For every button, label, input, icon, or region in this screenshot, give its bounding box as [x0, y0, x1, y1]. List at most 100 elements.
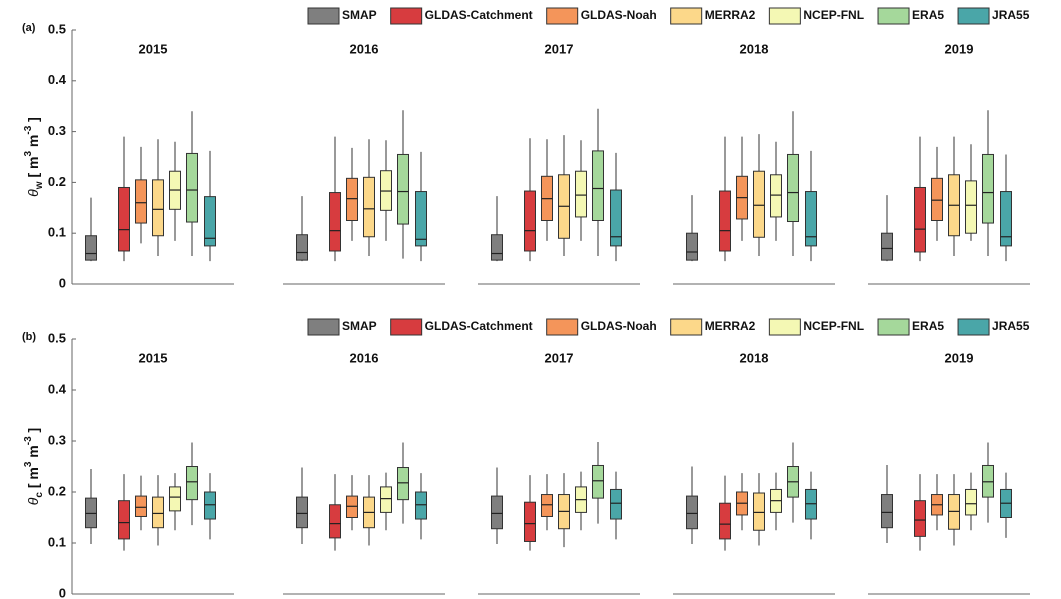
y-tick-label: 0.4 [48, 381, 67, 396]
box [719, 190, 731, 252]
box [296, 496, 308, 529]
legend-label: MERRA2 [705, 319, 756, 333]
box [610, 488, 622, 520]
y-axis-label-part: θ [25, 189, 41, 197]
box [965, 180, 977, 234]
box [524, 190, 536, 252]
panel: (b) 0 0.1 0.2 0.3 0.4 0.5 θc [ m3 m-3 ] 2015 2016… [22, 318, 1030, 599]
y-axis-label-part: -3 [23, 436, 34, 445]
box [719, 502, 731, 540]
box [329, 192, 341, 252]
box [169, 486, 181, 512]
y-axis-label-part: 3 [23, 461, 34, 467]
box [914, 186, 926, 253]
box [575, 170, 587, 218]
legend-swatch [957, 7, 990, 25]
panel-label: (a) [22, 22, 36, 34]
legend-swatch [768, 7, 801, 25]
legend-label: NCEP-FNL [803, 8, 864, 22]
y-axis-label-part: θ [25, 497, 41, 505]
box [686, 232, 698, 261]
box [524, 501, 536, 542]
panel-label: (b) [22, 331, 36, 343]
box [491, 234, 503, 261]
box [363, 176, 375, 238]
legend-label: SMAP [342, 319, 377, 333]
box [346, 177, 358, 221]
year-title: 2016 [350, 350, 379, 365]
box [380, 486, 392, 513]
box [805, 191, 817, 247]
y-axis-label-part: -3 [23, 125, 34, 134]
legend-swatch [670, 318, 703, 336]
y-axis-label-part: m [25, 445, 41, 461]
y-tick-label: 0.1 [48, 225, 66, 240]
box [753, 492, 765, 531]
box [152, 496, 164, 529]
box [118, 500, 130, 540]
y-axis-label-part: m [25, 135, 41, 151]
legend-swatch [546, 7, 579, 25]
year-title: 2019 [945, 41, 974, 56]
legend-label: JRA55 [992, 8, 1030, 22]
y-axis-label-part: c [34, 492, 45, 498]
y-tick-label: 0.1 [48, 534, 66, 549]
legend-swatch [670, 7, 703, 25]
y-axis-label: θw [ m3 m-3 ] [23, 117, 45, 197]
box [1000, 191, 1012, 247]
y-tick-label: 0.5 [48, 21, 66, 36]
box [415, 191, 427, 247]
box [491, 495, 503, 530]
y-tick-label: 0.3 [48, 432, 66, 447]
legend-swatch [546, 318, 579, 336]
box [135, 495, 147, 517]
box [135, 179, 147, 224]
box [296, 234, 308, 261]
legend-label: GLDAS-Noah [581, 319, 657, 333]
legend-label: GLDAS-Noah [581, 8, 657, 22]
box [753, 170, 765, 238]
legend-swatch [768, 318, 801, 336]
box [204, 196, 216, 247]
y-axis-label-part: ] [25, 117, 41, 126]
box [787, 153, 799, 223]
year-title: 2018 [740, 41, 769, 56]
box [610, 189, 622, 247]
box [982, 153, 994, 224]
box [965, 488, 977, 516]
box [329, 504, 341, 539]
box [881, 494, 893, 529]
y-tick-label: 0.4 [48, 72, 67, 87]
box [85, 235, 97, 261]
legend-swatch [390, 318, 423, 336]
legend-label: GLDAS-Catchment [425, 319, 533, 333]
legend-swatch [877, 318, 910, 336]
legend-swatch [957, 318, 990, 336]
legend-swatch [307, 318, 340, 336]
legend-label: ERA5 [912, 8, 944, 22]
box [592, 464, 604, 499]
year-title: 2015 [139, 41, 168, 56]
legend-swatch [307, 7, 340, 25]
box [397, 153, 409, 225]
legend-swatch [390, 7, 423, 25]
box [931, 177, 943, 221]
box [770, 174, 782, 218]
year-title: 2017 [545, 350, 574, 365]
y-tick-label: 0.3 [48, 123, 66, 138]
box [186, 466, 198, 501]
y-axis-label-part: [ m [25, 467, 41, 492]
year-title: 2015 [139, 350, 168, 365]
legend-label: ERA5 [912, 319, 944, 333]
box [397, 467, 409, 501]
y-axis-label-part: w [34, 181, 45, 190]
box [152, 179, 164, 237]
legend-label: GLDAS-Catchment [425, 8, 533, 22]
box [592, 150, 604, 222]
box [186, 152, 198, 223]
box [541, 494, 553, 517]
box [914, 500, 926, 537]
box [686, 495, 698, 530]
box [118, 186, 130, 252]
